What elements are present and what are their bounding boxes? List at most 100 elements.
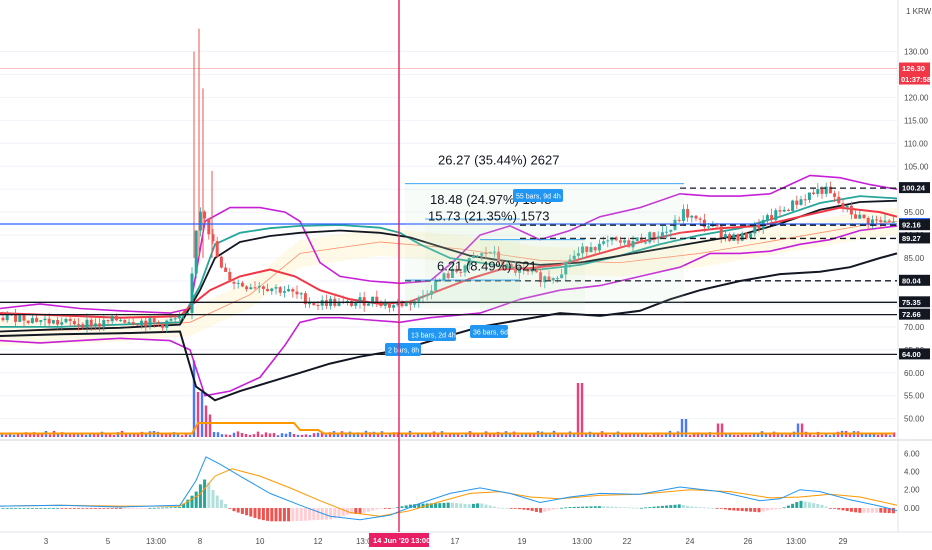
level-price-tag bbox=[899, 219, 930, 231]
bar-count-badge bbox=[385, 343, 421, 356]
candle-body bbox=[148, 318, 152, 327]
volume-bar bbox=[476, 433, 480, 437]
candle-body bbox=[312, 302, 316, 306]
volume-bar bbox=[196, 392, 200, 437]
macd-histogram-bar bbox=[127, 507, 131, 509]
time-axis[interactable]: 3 5 13:00 8 10 12 13:00 17 19 13:00 22 24 26 13:00 29 bbox=[44, 537, 848, 546]
macd-histogram-bar bbox=[606, 506, 610, 508]
volume-bar bbox=[556, 433, 560, 437]
macd-histogram-bar bbox=[891, 507, 895, 514]
macd-histogram-bar bbox=[316, 507, 320, 520]
candle-body bbox=[837, 196, 841, 204]
macd-histogram-bar bbox=[614, 506, 618, 508]
level-price-value: 72.66 bbox=[902, 310, 921, 319]
price-tick-label: 115.00 bbox=[904, 116, 928, 125]
macd-histogram-bar bbox=[39, 507, 43, 509]
macd-histogram-bar bbox=[253, 507, 257, 518]
volume-bar bbox=[824, 433, 828, 437]
macd-histogram-bar bbox=[497, 507, 501, 509]
macd-histogram-bar bbox=[828, 507, 832, 509]
volume-bar bbox=[4, 434, 8, 437]
candle-body bbox=[862, 214, 866, 219]
volume-bar bbox=[780, 433, 784, 437]
candle-body bbox=[518, 268, 522, 273]
volume-bar bbox=[264, 432, 268, 437]
candle-body bbox=[547, 276, 551, 281]
volume-bars bbox=[0, 360, 896, 437]
price-tick-label: 130.00 bbox=[904, 48, 929, 57]
candle-body bbox=[686, 209, 690, 218]
macd-histogram-bar bbox=[732, 507, 736, 511]
volume-bar bbox=[192, 360, 196, 437]
candle-body bbox=[828, 186, 832, 194]
macd-histogram-bar bbox=[203, 479, 207, 508]
candle-body bbox=[471, 255, 475, 259]
time-tick-label: 17 bbox=[451, 537, 460, 546]
macd-histogram-bar bbox=[597, 506, 601, 508]
candle-body bbox=[127, 322, 131, 324]
macd-histogram-bar bbox=[770, 507, 774, 510]
macd-histogram-bar bbox=[341, 507, 345, 516]
candle-body bbox=[140, 320, 144, 326]
time-tick-label: 8 bbox=[198, 537, 203, 546]
candle-body bbox=[194, 230, 198, 274]
macd-histogram-bar bbox=[761, 507, 765, 512]
volume-bar bbox=[88, 434, 92, 437]
candle-body bbox=[753, 224, 757, 234]
volume-bar bbox=[360, 433, 364, 437]
volume-bar bbox=[480, 434, 484, 437]
volume-bar bbox=[316, 432, 320, 437]
macd-histogram-bar bbox=[333, 507, 337, 519]
time-tick-label: 13:00 bbox=[356, 537, 377, 546]
volume-bar bbox=[716, 423, 720, 437]
candle-body bbox=[841, 203, 845, 208]
volume-bar bbox=[880, 433, 884, 437]
candle-body bbox=[572, 255, 576, 260]
macd-histogram-bar bbox=[47, 507, 51, 509]
candle-body bbox=[60, 322, 64, 325]
price-axis[interactable]: 130.00125.00120.00115.00110.00105.00100.… bbox=[899, 48, 931, 513]
macd-histogram-bar bbox=[833, 507, 837, 509]
macd-line bbox=[0, 456, 898, 521]
macd-histogram-bar bbox=[312, 507, 316, 521]
macd-histogram-bar bbox=[119, 507, 123, 509]
candle-body bbox=[476, 255, 480, 257]
candle-body bbox=[144, 320, 148, 327]
macd-histogram-bar bbox=[135, 507, 139, 509]
candle-body bbox=[131, 322, 135, 325]
macd-histogram-bar bbox=[64, 507, 68, 509]
volume-bar bbox=[344, 432, 348, 437]
macd-histogram-bar bbox=[350, 507, 354, 515]
candle-body bbox=[93, 323, 97, 327]
macd-histogram-bar bbox=[140, 507, 144, 509]
volume-bar bbox=[684, 419, 688, 437]
volume-bar bbox=[860, 433, 864, 437]
volume-bar bbox=[320, 432, 324, 437]
macd-histogram-bar bbox=[337, 507, 341, 518]
macd-histogram-bar bbox=[719, 507, 723, 509]
macd-histogram-bar bbox=[711, 507, 715, 509]
level-price-value: 100.24 bbox=[902, 184, 926, 193]
macd-histogram-bar bbox=[879, 507, 883, 513]
candle-body bbox=[400, 302, 404, 307]
candle-body bbox=[778, 210, 782, 212]
candle-body bbox=[530, 270, 534, 272]
horizontal-levels[interactable] bbox=[0, 68, 897, 356]
macd-histogram-bar bbox=[702, 507, 706, 509]
macd-histogram-bar bbox=[786, 505, 790, 508]
currency-label: 1 KRW bbox=[906, 7, 932, 16]
macd-histogram-bar bbox=[387, 507, 391, 509]
candle-body bbox=[782, 209, 786, 212]
volume-bar bbox=[384, 434, 388, 437]
red-ma-line bbox=[0, 206, 898, 319]
volume-bar bbox=[388, 433, 392, 437]
macd-histogram-bar bbox=[438, 503, 442, 508]
candle-body bbox=[635, 237, 639, 241]
volume-bar bbox=[356, 432, 360, 437]
long-ma-line bbox=[0, 252, 898, 402]
candle-body bbox=[308, 302, 312, 305]
candle-body bbox=[791, 200, 795, 211]
crosshair-time-label: 14 Jun '20 13:00 bbox=[373, 536, 430, 545]
